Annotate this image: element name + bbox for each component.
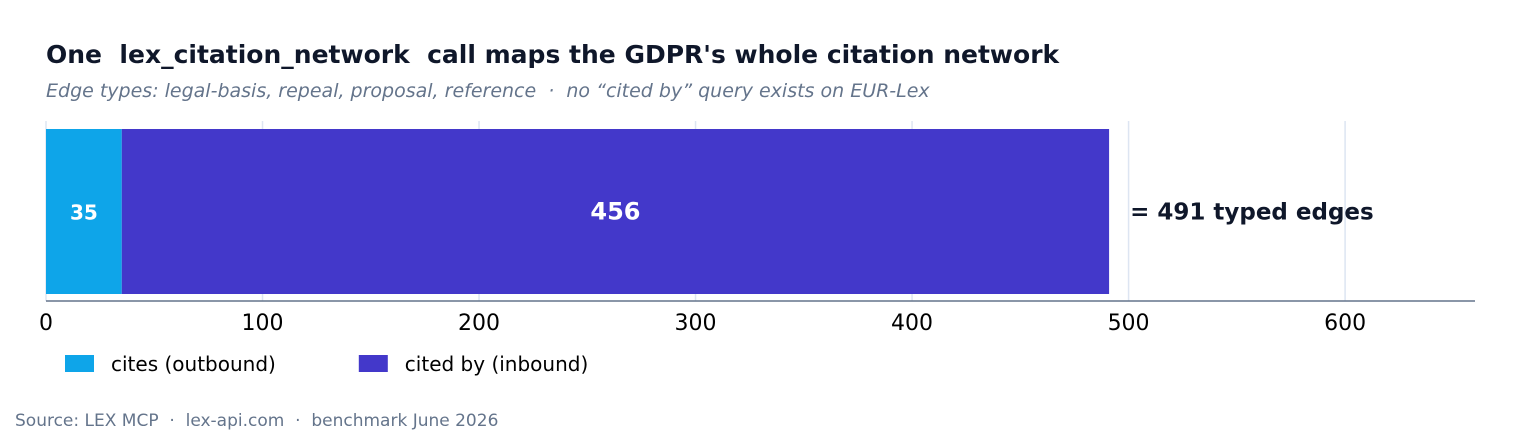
x-tick-label: 400 [891, 311, 933, 336]
bar-segment-1 [46, 129, 122, 294]
legend-swatch-2 [358, 355, 388, 372]
data-label-1: 35 [70, 201, 98, 225]
x-tick-label: 100 [242, 311, 284, 336]
data-label-2: 456 [590, 198, 640, 226]
total-annotation: = 491 typed edges [1130, 200, 1374, 226]
x-tick-label: 0 [39, 311, 53, 336]
source-note: Source: LEX MCP · lex-api.com · benchmar… [15, 411, 499, 431]
legend-label-1: cites (outbound) [111, 352, 276, 376]
x-tick-label: 600 [1324, 311, 1366, 336]
x-tick-label: 500 [1108, 311, 1150, 336]
x-tick-label: 300 [675, 311, 717, 336]
chart-title: One lex_citation_network call maps the G… [46, 40, 1060, 69]
chart-subtitle: Edge types: legal-basis, repeal, proposa… [46, 80, 930, 102]
x-tick-label: 200 [458, 311, 500, 336]
legend-label-2: cited by (inbound) [405, 352, 588, 376]
legend-swatch-1 [65, 355, 94, 372]
bar-segment-2 [121, 129, 1110, 294]
